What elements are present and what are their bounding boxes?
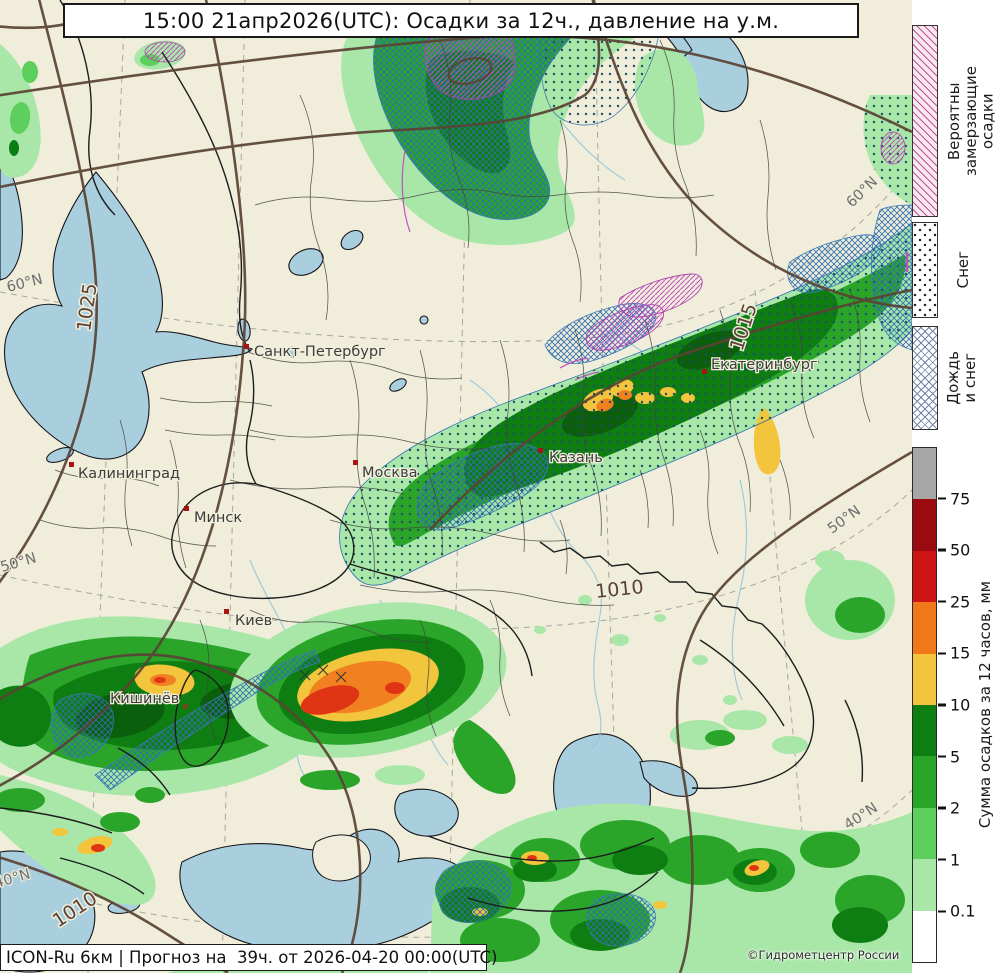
city-markers: Санкт-Петербург Калининград Минск Москва… <box>69 343 819 709</box>
city-label: Киев <box>235 613 272 629</box>
colorbar-segment <box>913 602 936 654</box>
city-dot <box>702 369 707 374</box>
colorbar-segment <box>913 859 936 911</box>
city-dot <box>244 344 249 349</box>
snow-label: Снег <box>953 251 972 289</box>
rain-snow-label-box: Дождь и снег <box>942 326 982 430</box>
city-label: Санкт-Петербург <box>254 344 386 360</box>
legend-panel: Вероятны замерзающие осадки Снег Дождь и… <box>912 0 1000 973</box>
copyright-label: ©Гидрометцентр России <box>747 948 900 962</box>
colorbar-segment <box>913 807 936 860</box>
colorbar-tick: 50 <box>938 541 970 560</box>
colorbar-tick: 25 <box>938 592 970 611</box>
freezing-precip-swatch <box>912 25 938 217</box>
city-dot <box>184 506 189 511</box>
colorbar-tick: 5 <box>938 747 960 766</box>
rain-snow-label: Дождь и снег <box>944 351 979 405</box>
baltic-sea <box>3 171 253 460</box>
isobars <box>0 0 913 973</box>
colorbar <box>912 447 937 963</box>
freezing-precip-label: Вероятны замерзающие осадки <box>944 65 997 177</box>
lake-beloye <box>419 315 429 325</box>
city-label: Екатеринбург <box>711 357 818 373</box>
snow-swatch <box>912 222 938 318</box>
kaliningrad-lagoon <box>46 447 74 463</box>
colorbar-title: Сумма осадков за 12 часов, мм <box>975 581 994 829</box>
lake-ilmen <box>286 346 298 358</box>
colorbar-segment <box>913 910 936 963</box>
city-label: Казань <box>549 450 603 466</box>
colorbar-segment <box>913 653 936 706</box>
colorbar-tick: 1 <box>938 850 960 869</box>
freezing-precip-label-box: Вероятны замерзающие осадки <box>944 25 998 217</box>
map-container: 1025 1015 1010 1010 60°N 50°N 40°N 60°N … <box>0 0 913 973</box>
map-canvas: 1025 1015 1010 1010 60°N 50°N 40°N 60°N … <box>0 0 913 973</box>
water-bodies <box>0 13 749 973</box>
colorbar-tick: 75 <box>938 489 970 508</box>
map-title: 15:00 21апр2026(UTC): Осадки за 12ч., да… <box>142 8 780 33</box>
city-label: Минск <box>194 510 242 526</box>
model-info: ICON-Ru 6км | Прогноз на 39ч. от 2026-04… <box>6 948 498 967</box>
city-dot <box>538 448 543 453</box>
colorbar-tick: 0.1 <box>938 902 975 921</box>
colorbar-title-box: Сумма осадков за 12 часов, мм <box>972 447 998 963</box>
city-label: Калининград <box>78 466 180 482</box>
city-label: Москва <box>362 465 418 481</box>
city-dot <box>353 460 358 465</box>
colorbar-tick: 15 <box>938 644 970 663</box>
colorbar-segment <box>913 756 936 808</box>
rybinsk-reservoir <box>389 378 407 392</box>
city-dot <box>224 609 229 614</box>
lake-onega <box>340 229 364 251</box>
colorbar-segment <box>913 499 936 551</box>
city-dot <box>69 462 74 467</box>
colorbar-tick: 10 <box>938 696 970 715</box>
colorbar-tick: 2 <box>938 799 960 818</box>
sea-of-azov <box>394 788 459 837</box>
snow-label-box: Снег <box>948 222 978 318</box>
precip-type-overlays <box>50 27 913 947</box>
ural-river <box>731 479 748 701</box>
city-dot <box>183 704 188 709</box>
title-bar: 15:00 21апр2026(UTC): Осадки за 12ч., да… <box>63 3 859 38</box>
city-label: Кишинёв <box>110 691 179 707</box>
colorbar-ticks: 75 50 25 15 10 5 2 1 0.1 <box>938 447 986 963</box>
rain-snow-swatch <box>912 326 938 430</box>
colorbar-segment <box>913 550 936 603</box>
colorbar-segment <box>913 705 936 757</box>
country-borders <box>0 0 864 912</box>
dvina-river <box>559 119 626 181</box>
region-borders <box>39 39 871 741</box>
lake-ladoga <box>288 248 324 276</box>
footer-bar: ICON-Ru 6км | Прогноз на 39ч. от 2026-04… <box>0 944 497 971</box>
crimea-peninsula <box>312 834 371 882</box>
colorbar-segment <box>913 448 936 500</box>
